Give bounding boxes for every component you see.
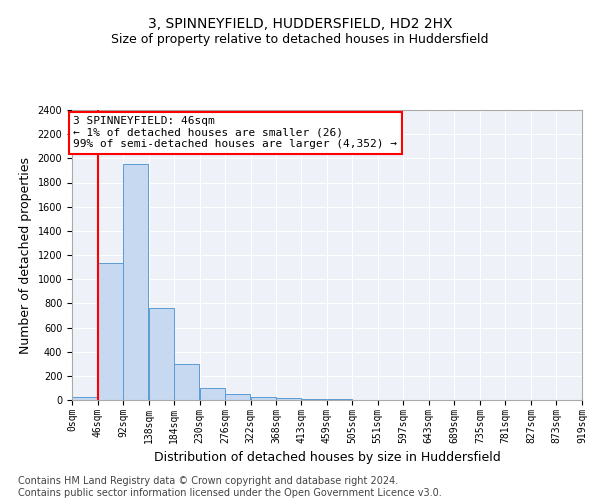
Bar [175, 364, 199, 400]
Bar [98, 263, 123, 400]
Bar [301, 399, 326, 400]
Bar [200, 388, 225, 400]
Y-axis label: Number of detached properties: Number of detached properties [19, 156, 32, 354]
Bar [226, 394, 250, 400]
Bar [277, 398, 301, 400]
Text: 3 SPINNEYFIELD: 46sqm
← 1% of detached houses are smaller (26)
99% of semi-detac: 3 SPINNEYFIELD: 46sqm ← 1% of detached h… [73, 116, 397, 149]
Text: Size of property relative to detached houses in Huddersfield: Size of property relative to detached ho… [111, 32, 489, 46]
Text: 3, SPINNEYFIELD, HUDDERSFIELD, HD2 2HX: 3, SPINNEYFIELD, HUDDERSFIELD, HD2 2HX [148, 18, 452, 32]
Bar [251, 397, 276, 400]
Text: Contains HM Land Registry data © Crown copyright and database right 2024.
Contai: Contains HM Land Registry data © Crown c… [18, 476, 442, 498]
Bar [124, 164, 148, 400]
X-axis label: Distribution of detached houses by size in Huddersfield: Distribution of detached houses by size … [154, 451, 500, 464]
Bar [149, 308, 174, 400]
Bar [72, 397, 97, 400]
